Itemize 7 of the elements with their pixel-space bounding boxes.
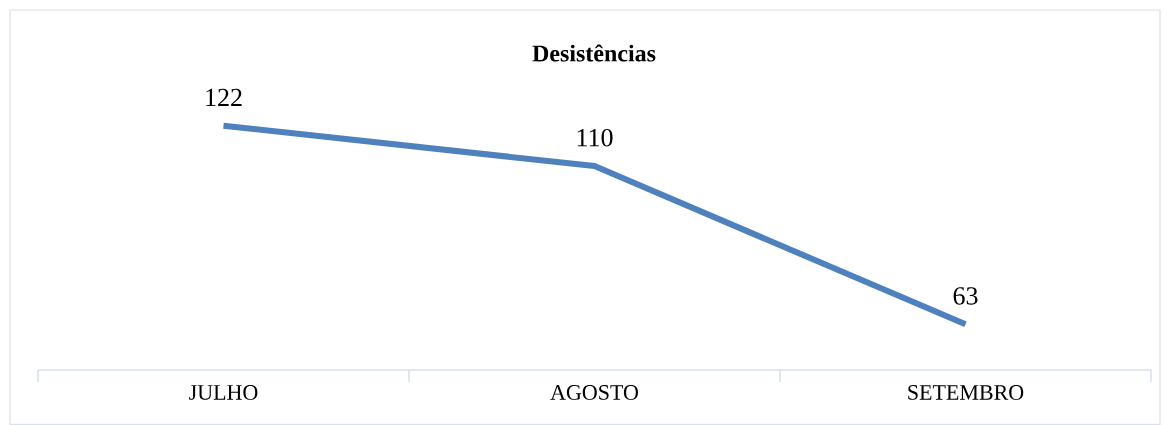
x-tick-label: SETEMBRO bbox=[908, 385, 1024, 400]
chart-title: Desistências bbox=[532, 44, 656, 62]
x-tick-label: JULHO bbox=[189, 385, 258, 400]
x-tick-label: AGOSTO bbox=[550, 385, 638, 400]
data-label: 63 bbox=[953, 287, 978, 305]
data-label: 110 bbox=[577, 128, 613, 147]
data-label: 122 bbox=[206, 88, 242, 107]
